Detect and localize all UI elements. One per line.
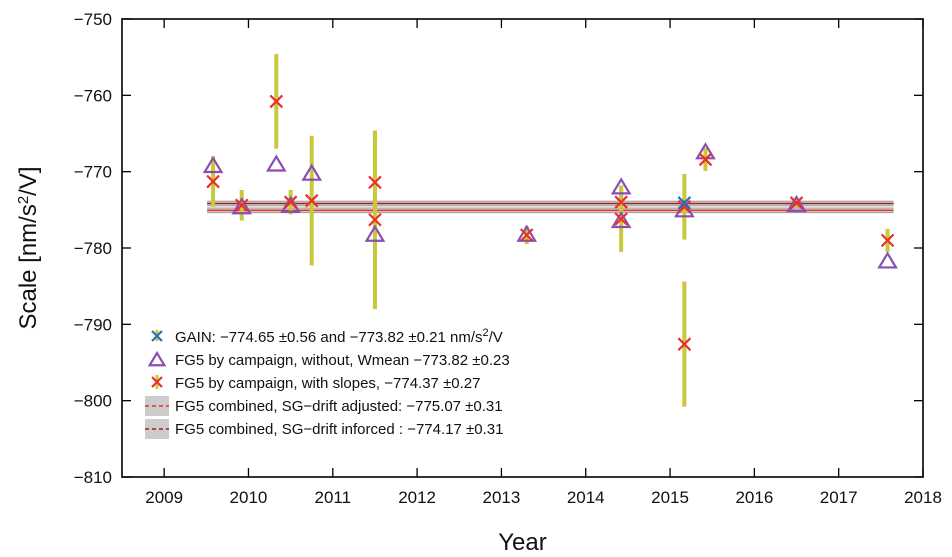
cross-point-stroke-b xyxy=(368,212,382,227)
cross-point-stroke-b xyxy=(283,195,298,209)
gain-point-stroke-b xyxy=(677,196,692,210)
cross-point xyxy=(283,195,298,209)
cross-point-stroke-b xyxy=(677,200,692,214)
x-tick-label: 2009 xyxy=(145,488,183,507)
y-axis-title: Scale [nm/s2/V] xyxy=(15,166,43,329)
legend-entry-text: FG5 by campaign, without, Wmean −773.82 … xyxy=(175,352,510,369)
y-tick-label: −790 xyxy=(74,315,112,334)
reference-bands xyxy=(207,200,894,214)
cross-point-stroke-b xyxy=(269,94,284,109)
cross-point xyxy=(368,175,382,190)
legend-triangle-symbol xyxy=(147,350,167,367)
y-tick-label: −770 xyxy=(74,163,112,182)
cross-point xyxy=(789,196,804,210)
cross-point-stroke-b xyxy=(698,152,713,167)
triangle-point xyxy=(231,197,253,215)
cross-point-stroke-b xyxy=(880,233,895,248)
legend-entry-text: FG5 combined, SG−drift adjusted: −775.07… xyxy=(175,398,503,415)
y-tick-label: −750 xyxy=(74,10,112,29)
y-tick-label: −780 xyxy=(74,239,112,258)
legend-entry-text: FG5 combined, SG−drift inforced : −774.1… xyxy=(175,421,503,438)
cross-point xyxy=(677,337,692,351)
cross-point-stroke-b xyxy=(519,228,534,242)
gain-point xyxy=(677,196,692,210)
x-tick-label: 2010 xyxy=(230,488,268,507)
legend-entry-main: FG5 combined, SG−drift adjusted: −775.07… xyxy=(175,398,503,415)
cross-point xyxy=(269,94,284,109)
y-tick-labels: −750 −760 −770 −780 −790 −800 −810 xyxy=(74,10,112,487)
cross-point xyxy=(206,174,220,189)
legend: GAIN: −774.65 ±0.56 and −773.82 ±0.21 nm… xyxy=(145,327,510,439)
cross-point xyxy=(304,193,319,208)
triangle-point xyxy=(610,177,632,195)
cross-point-stroke-b xyxy=(206,174,220,189)
legend-band-swatch xyxy=(145,396,169,416)
legend-entry-text: FG5 by campaign, with slopes, −774.37 ±0… xyxy=(175,375,481,392)
x-tick-label: 2014 xyxy=(567,488,605,507)
cross-point-stroke-b xyxy=(789,196,804,210)
triangle-point xyxy=(265,154,287,172)
x-tick-label: 2017 xyxy=(820,488,858,507)
y-tick-label: −760 xyxy=(74,86,112,105)
y-axis-title-pre: Scale [nm/s xyxy=(15,204,42,329)
cross-point-stroke-b xyxy=(614,212,628,226)
legend-cross-symbol xyxy=(151,376,163,388)
cross-point xyxy=(614,212,628,226)
legend-entry-main: FG5 combined, SG−drift inforced : −774.1… xyxy=(175,421,503,438)
cross-point xyxy=(368,212,382,227)
triangle-point xyxy=(786,194,807,213)
cross-point xyxy=(880,233,895,248)
cross-point xyxy=(677,200,692,214)
legend-entry-sup: 2 xyxy=(483,327,489,339)
triangle-point xyxy=(202,155,224,174)
axis-ticks xyxy=(122,18,924,478)
legend-entry-post: /V xyxy=(489,329,503,346)
y-axis-title-post: /V] xyxy=(15,166,42,195)
y-tick-label: −810 xyxy=(74,468,112,487)
legend-gain-symbol xyxy=(151,330,163,342)
x-tick-label: 2015 xyxy=(651,488,689,507)
triangle-point xyxy=(280,195,301,213)
triangle-point xyxy=(301,163,323,181)
x-tick-label: 2012 xyxy=(398,488,436,507)
x-tick-label: 2011 xyxy=(315,488,352,507)
cross-point-stroke-b xyxy=(234,198,249,213)
y-axis-title-sup: 2 xyxy=(15,196,32,204)
x-tick-label: 2016 xyxy=(735,488,773,507)
cross-point-stroke-b xyxy=(368,175,382,190)
x-axis-title: Year xyxy=(498,529,547,556)
cross-point xyxy=(519,228,534,242)
legend-gain-symbol-stroke-b xyxy=(151,330,163,342)
cross-point-stroke-b xyxy=(614,195,628,209)
x-tick-label: 2013 xyxy=(483,488,521,507)
legend-entry-main: FG5 by campaign, with slopes, −774.37 ±0… xyxy=(175,375,481,392)
cross-point-stroke-b xyxy=(677,337,692,351)
x-tick-labels: 2009 2010 2011 2012 2013 2014 2015 2016 2017 2018 xyxy=(145,488,942,507)
data-markers xyxy=(202,94,898,351)
legend-entry-text: GAIN: −774.65 ±0.56 and −773.82 ±0.21 nm… xyxy=(175,327,503,346)
legend-band-swatch xyxy=(145,419,169,439)
triangle-point xyxy=(516,224,538,242)
triangle-point xyxy=(364,224,386,242)
legend-cross-symbol-stroke-b xyxy=(151,376,163,388)
y-tick-label: −800 xyxy=(74,392,112,411)
x-tick-label: 2018 xyxy=(904,488,942,507)
cross-point xyxy=(698,152,713,167)
triangle-point xyxy=(877,251,898,269)
triangle-point xyxy=(610,210,632,229)
cross-point xyxy=(234,198,249,213)
cross-point-stroke-b xyxy=(304,193,319,208)
cross-point xyxy=(614,195,628,209)
legend-entry-main: FG5 by campaign, without, Wmean −773.82 … xyxy=(175,352,510,369)
triangle-point xyxy=(674,200,695,218)
legend-entry-main: GAIN: −774.65 ±0.56 and −773.82 ±0.21 nm… xyxy=(175,329,483,346)
